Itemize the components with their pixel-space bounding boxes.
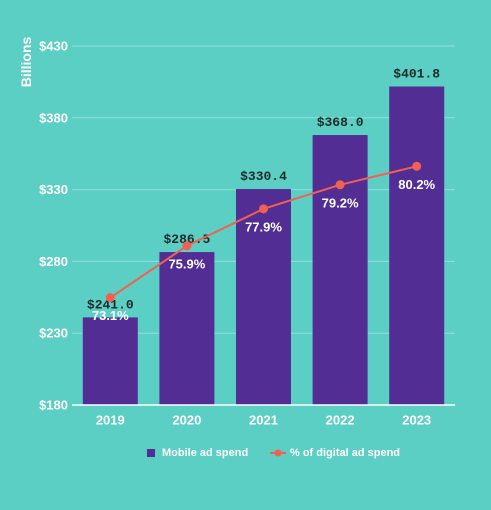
line-point-2023	[412, 161, 422, 171]
legend: Mobile ad spend % of digital ad spend	[147, 447, 400, 459]
bar-value-label: $401.8	[393, 66, 440, 81]
y-tick-label: $380	[39, 110, 68, 125]
line-value-label: 79.2%	[322, 195, 359, 210]
y-tick-label: $180	[39, 398, 68, 413]
bars	[82, 86, 445, 406]
bar-value-labels: $241.0 $286.5 $330.4 $368.0 $401.8	[87, 66, 440, 312]
line-value-label: 75.9%	[168, 256, 205, 271]
bar-2021	[236, 189, 291, 405]
bar-value-label: $286.5	[163, 232, 210, 247]
legend-dot-marker	[274, 449, 282, 457]
line-value-label: 80.2%	[398, 177, 435, 192]
line-value-labels: 73.1% 75.9% 77.9% 79.2% 80.2%	[92, 177, 436, 323]
x-tick-label: 2019	[96, 413, 125, 428]
line-point-2020	[182, 241, 192, 251]
bar-value-label: $330.4	[240, 169, 287, 184]
bar-2022	[312, 135, 368, 406]
bar-2023	[389, 86, 445, 405]
legend-label-digital-share: % of digital ad spend	[290, 447, 400, 459]
legend-swatch-mobile-ad-spend	[147, 449, 155, 457]
x-tick-label: 2023	[402, 413, 431, 428]
line-series	[105, 161, 422, 303]
y-tick-label: $230	[39, 326, 68, 341]
legend-label-mobile-ad-spend: Mobile ad spend	[162, 447, 248, 459]
bar-value-label: $368.0	[317, 115, 364, 130]
y-axis-ticks: $180 $230 $280 $330 $380 $430	[39, 39, 68, 413]
y-tick-label: $330	[39, 182, 68, 197]
line-point-2019	[105, 293, 115, 303]
x-axis-ticks: 2019 2020 2021 2022 2023	[96, 413, 431, 428]
y-tick-label: $430	[39, 39, 68, 54]
x-tick-label: 2020	[172, 413, 201, 428]
line-value-label: 73.1%	[92, 308, 129, 323]
line-point-2022	[335, 180, 345, 190]
bar-value-label: $241.0	[87, 297, 134, 312]
bar-2020	[159, 252, 215, 405]
x-tick-label: 2021	[249, 413, 278, 428]
x-tick-label: 2022	[326, 413, 355, 428]
bar-2019	[82, 317, 138, 405]
line-value-label: 77.9%	[245, 219, 282, 234]
line-point-2021	[259, 204, 268, 214]
y-tick-label: $280	[39, 254, 68, 269]
y-axis-label: Billions	[18, 37, 34, 88]
